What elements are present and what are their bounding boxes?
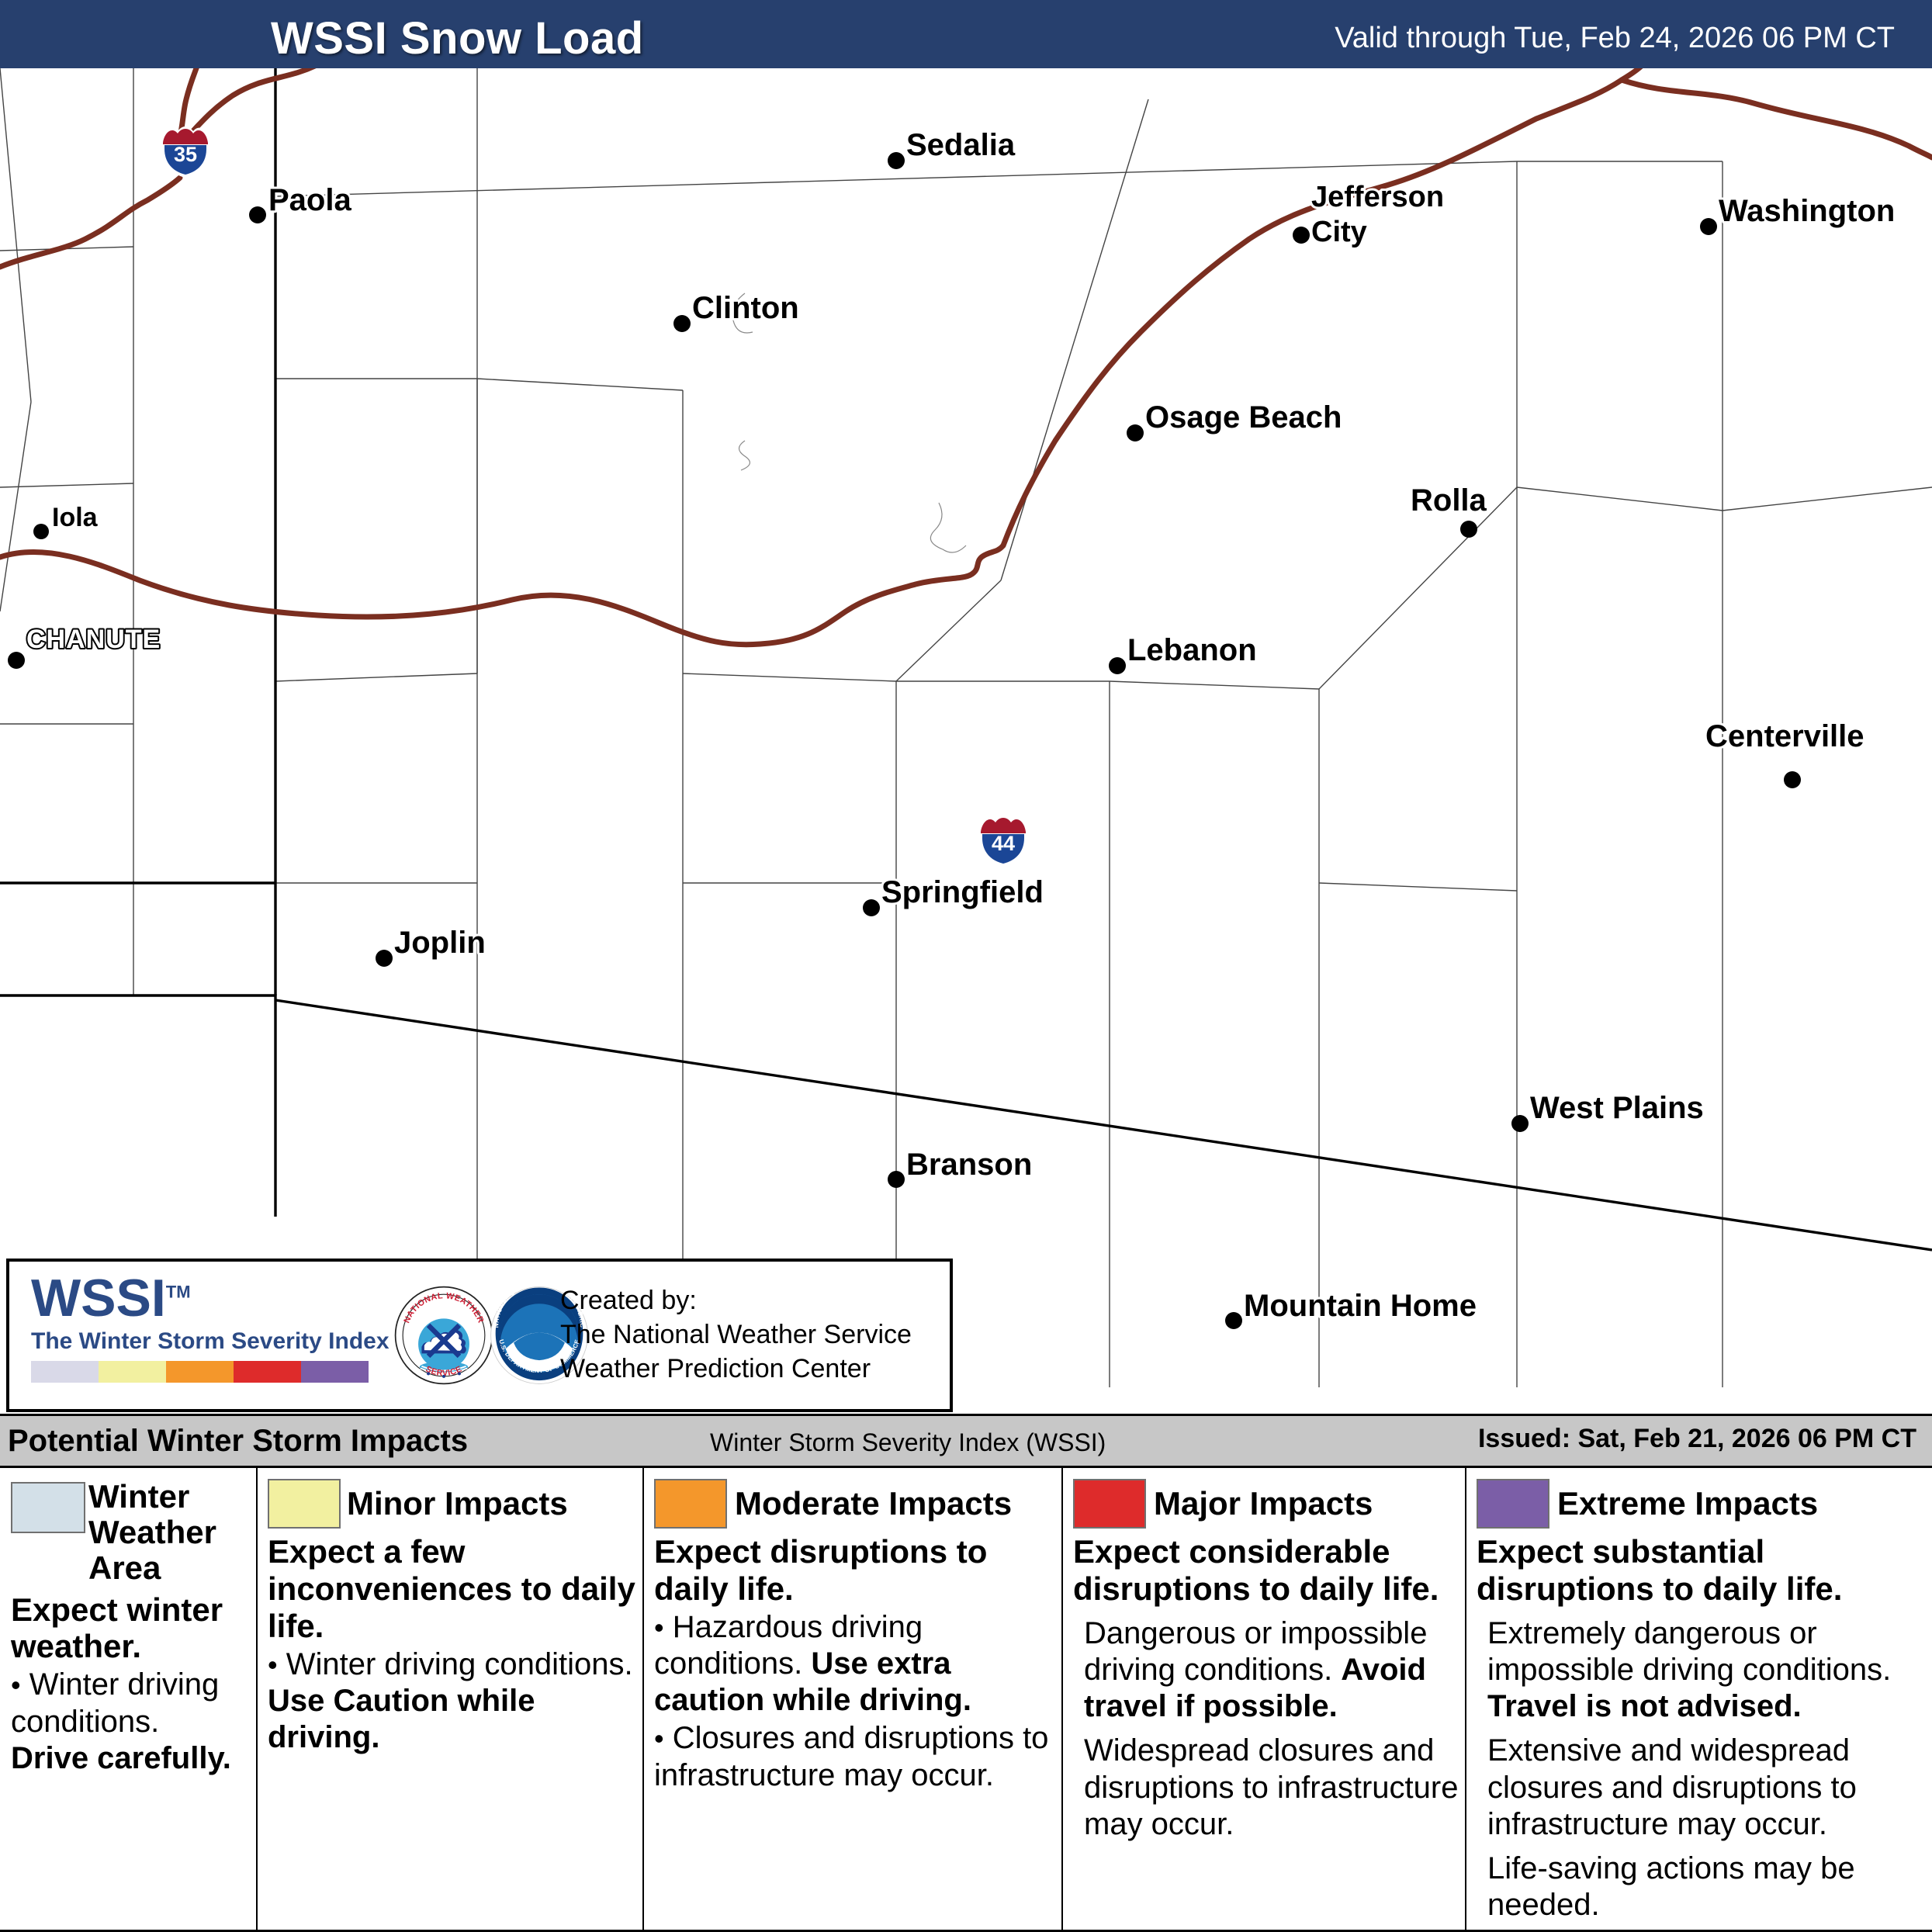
svg-text:Springfield: Springfield bbox=[881, 875, 1044, 909]
svg-text:Osage Beach: Osage Beach bbox=[1145, 400, 1342, 435]
svg-text:City: City bbox=[1311, 216, 1367, 248]
svg-text:Washington: Washington bbox=[1719, 194, 1895, 228]
svg-text:Iola: Iola bbox=[52, 503, 99, 532]
svg-text:Branson: Branson bbox=[906, 1148, 1032, 1182]
svg-text:Clinton: Clinton bbox=[692, 291, 799, 325]
svg-text:Sedalia: Sedalia bbox=[906, 128, 1016, 162]
svg-text:Paola: Paola bbox=[268, 183, 351, 217]
svg-text:CHANUTE: CHANUTE bbox=[26, 625, 161, 654]
svg-text:West Plains: West Plains bbox=[1530, 1091, 1704, 1125]
svg-text:Mountain Home: Mountain Home bbox=[1244, 1289, 1477, 1323]
svg-text:Jefferson: Jefferson bbox=[1311, 181, 1444, 213]
svg-text:Centerville: Centerville bbox=[1705, 719, 1864, 753]
svg-text:Joplin: Joplin bbox=[394, 926, 486, 960]
svg-text:Rolla: Rolla bbox=[1411, 483, 1487, 518]
svg-text:Lebanon: Lebanon bbox=[1127, 633, 1257, 667]
